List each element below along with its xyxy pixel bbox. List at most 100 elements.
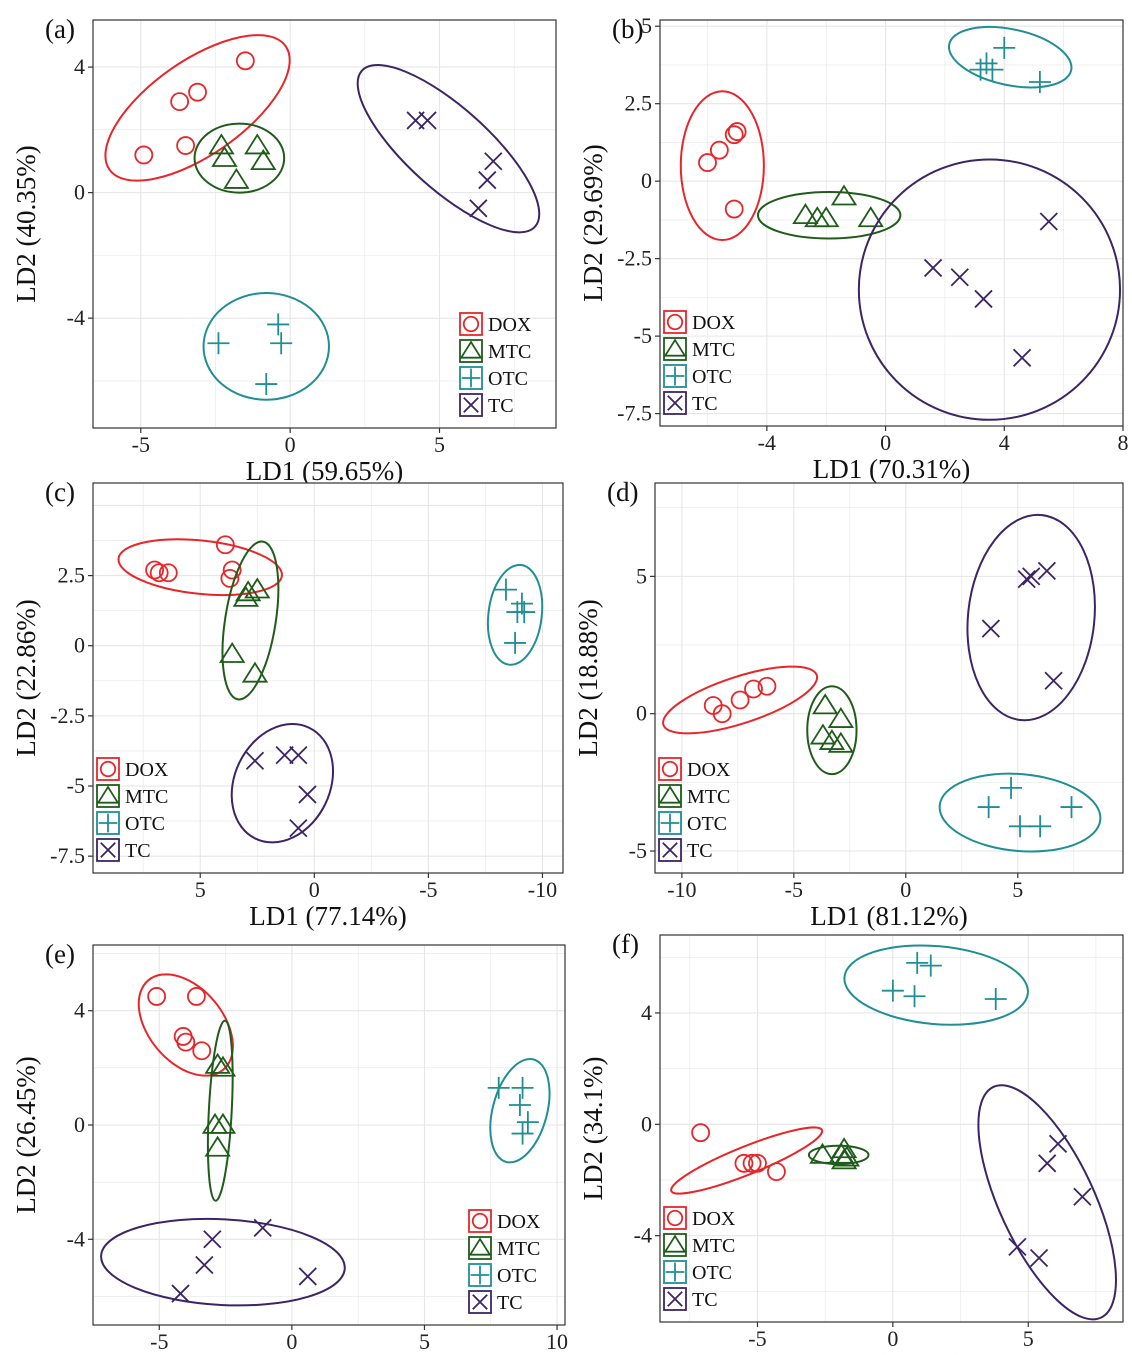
data-point-mtc [830, 184, 858, 206]
y-axis-title: LD2 (40.35%) [11, 145, 41, 302]
data-point-tc [289, 818, 308, 838]
data-point-mtc [223, 167, 250, 189]
series-otc [486, 563, 544, 666]
data-point-otc [975, 52, 998, 75]
legend-label: TC [497, 1292, 523, 1314]
x-tick-label: 8 [1118, 430, 1129, 455]
data-point-tc [469, 199, 488, 218]
data-point-dox [187, 987, 206, 1006]
x-tick-label: 5 [434, 432, 445, 457]
data-layer [104, 34, 541, 401]
data-point-tc [478, 170, 497, 190]
legend: DOX MTC OTC TC [468, 1209, 541, 1314]
confidence-ellipse-dox [679, 90, 765, 242]
x-axis-title: LD1 (77.14%) [249, 901, 406, 931]
confidence-ellipse-tc [230, 723, 335, 844]
y-tick-label: -5 [67, 773, 85, 798]
data-point-dox [698, 153, 717, 172]
legend-symbol-dox [661, 760, 679, 778]
data-point-otc [255, 373, 278, 396]
y-tick-label: -5 [634, 323, 652, 348]
legend-symbol-tc [100, 842, 116, 858]
data-point-dox [734, 1153, 754, 1173]
x-tick-label: 5 [1023, 1326, 1034, 1351]
data-point-dox [709, 140, 729, 160]
x-tick-label: -5 [419, 877, 437, 902]
data-point-mtc [244, 133, 271, 155]
legend-label: DOX [692, 1208, 736, 1230]
data-point-otc [267, 313, 290, 336]
panel-c: 5 0 -5 -10 2.5 0 -2.5 -5 -7.5 LD1 (77.14%) LD2 (22… [11, 477, 564, 931]
x-axis-title: LD1 (73.55%) [250, 1353, 407, 1355]
plot-area [93, 945, 565, 1325]
data-point-tc [418, 111, 437, 130]
x-tick-label: 0 [900, 877, 911, 902]
x-axis-title: LD1 (59.65%) [246, 456, 403, 486]
legend: DOX MTC OTC TC [658, 757, 731, 862]
series-mtc [193, 122, 286, 194]
plot-frame [654, 482, 1124, 874]
plot-frame [92, 482, 564, 874]
x-tick-label: 0 [285, 432, 296, 457]
series-tc [230, 723, 335, 844]
x-tick-label: -5 [132, 432, 150, 457]
x-tick-label: 4 [999, 430, 1010, 455]
series-tc [857, 158, 1122, 421]
confidence-ellipse-otc [202, 292, 330, 401]
x-tick-label: -5 [748, 1326, 766, 1351]
confidence-ellipse-tc [356, 64, 541, 234]
data-point-dox [724, 125, 744, 145]
data-point-otc [1060, 796, 1083, 819]
data-point-tc [195, 1255, 214, 1275]
data-point-dox [220, 568, 240, 588]
x-tick-label: -10 [667, 877, 696, 902]
data-point-tc [289, 746, 308, 765]
data-layer [679, 25, 1122, 421]
series-mtc [806, 685, 858, 776]
series-otc [487, 1058, 551, 1164]
confidence-ellipse-otc [489, 1058, 551, 1164]
data-point-mtc [792, 203, 819, 225]
legend-symbol-otc [461, 368, 481, 388]
data-layer [670, 944, 1117, 1321]
data-point-otc [903, 985, 926, 1008]
legend-key-box [663, 1233, 687, 1257]
y-tick-label: -5 [629, 838, 647, 863]
data-point-tc [1037, 561, 1057, 581]
x-tick-label: -5 [785, 877, 803, 902]
plot-area [660, 20, 1123, 426]
legend-label: TC [692, 393, 718, 415]
series-otc [202, 292, 330, 401]
y-tick-label: 2.5 [625, 91, 653, 116]
legend: DOX MTC OTC TC [663, 310, 736, 415]
data-point-dox [149, 563, 169, 583]
legend-symbol-dox [666, 313, 684, 331]
data-point-tc [981, 619, 1001, 638]
x-tick-label: 0 [309, 877, 320, 902]
legend-symbol-mtc [658, 785, 682, 804]
legend-label: MTC [687, 786, 730, 808]
x-tick-label: 0 [887, 1326, 898, 1351]
data-point-tc [1044, 671, 1063, 690]
legend-symbol-dox [462, 315, 480, 333]
data-point-otc [508, 1094, 531, 1116]
y-tick-label: -7.5 [50, 843, 85, 868]
series-otc [938, 772, 1102, 853]
data-point-otc [1009, 815, 1031, 838]
data-point-tc [923, 258, 943, 278]
y-tick-label: 0 [74, 633, 85, 658]
y-axis-title: LD2 (29.69%) [578, 144, 608, 301]
data-point-tc [275, 746, 294, 765]
confidence-ellipse-otc [486, 563, 544, 666]
data-point-otc [511, 1122, 534, 1145]
data-point-dox [730, 690, 750, 710]
x-tick-label: -4 [758, 430, 776, 455]
legend-symbol-tc [667, 395, 683, 411]
x-axis-title: LD1 (70.31%) [813, 454, 970, 484]
grid-lines [655, 483, 1123, 873]
panel-label: (c) [45, 477, 75, 507]
data-point-mtc [809, 1142, 836, 1164]
data-point-dox [192, 1041, 212, 1061]
legend-symbol-otc [665, 366, 685, 386]
